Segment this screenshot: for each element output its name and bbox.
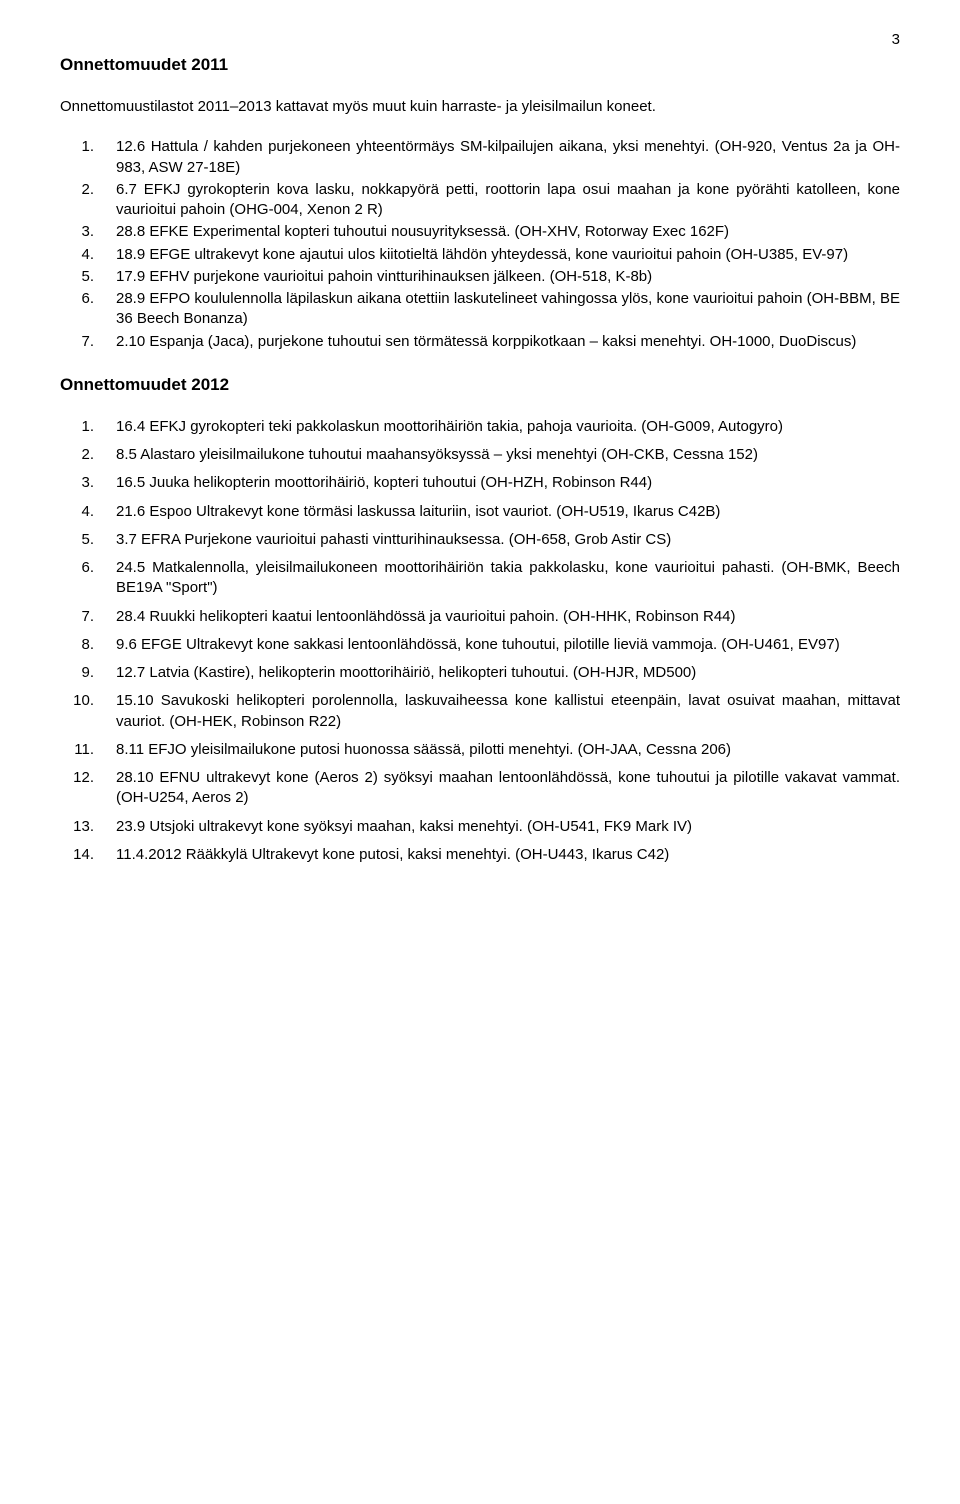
- list-item: 28.10 EFNU ultrakevyt kone (Aeros 2) syö…: [60, 768, 900, 809]
- section2-title: Onnettomuudet 2012: [60, 374, 900, 397]
- list-item: 16.5 Juuka helikopterin moottorihäiriö, …: [60, 473, 900, 493]
- list-item: 17.9 EFHV purjekone vaurioitui pahoin vi…: [60, 267, 900, 287]
- list-item: 6.7 EFKJ gyrokopterin kova lasku, nokkap…: [60, 180, 900, 221]
- list-item: 16.4 EFKJ gyrokopteri teki pakkolaskun m…: [60, 417, 900, 437]
- section2-list: 16.4 EFKJ gyrokopteri teki pakkolaskun m…: [60, 417, 900, 865]
- page-number: 3: [60, 30, 900, 50]
- section1-intro: Onnettomuustilastot 2011–2013 kattavat m…: [60, 97, 900, 117]
- list-item: 21.6 Espoo Ultrakevyt kone törmäsi lasku…: [60, 502, 900, 522]
- list-item: 12.7 Latvia (Kastire), helikopterin moot…: [60, 663, 900, 683]
- list-item: 28.8 EFKE Experimental kopteri tuhoutui …: [60, 222, 900, 242]
- list-item: 12.6 Hattula / kahden purjekoneen yhteen…: [60, 137, 900, 178]
- list-item: 18.9 EFGE ultrakevyt kone ajautui ulos k…: [60, 245, 900, 265]
- list-item: 28.9 EFPO koululennolla läpilaskun aikan…: [60, 289, 900, 330]
- list-item: 15.10 Savukoski helikopteri porolennolla…: [60, 691, 900, 732]
- list-item: 3.7 EFRA Purjekone vaurioitui pahasti vi…: [60, 530, 900, 550]
- list-item: 9.6 EFGE Ultrakevyt kone sakkasi lentoon…: [60, 635, 900, 655]
- list-item: 23.9 Utsjoki ultrakevyt kone syöksyi maa…: [60, 817, 900, 837]
- list-item: 11.4.2012 Rääkkylä Ultrakevyt kone putos…: [60, 845, 900, 865]
- list-item: 2.10 Espanja (Jaca), purjekone tuhoutui …: [60, 332, 900, 352]
- section1-list: 12.6 Hattula / kahden purjekoneen yhteen…: [60, 137, 900, 352]
- list-item: 8.11 EFJO yleisilmailukone putosi huonos…: [60, 740, 900, 760]
- list-item: 24.5 Matkalennolla, yleisilmailukoneen m…: [60, 558, 900, 599]
- section1-title: Onnettomuudet 2011: [60, 54, 900, 77]
- document-page: 3 Onnettomuudet 2011 Onnettomuustilastot…: [0, 0, 960, 925]
- list-item: 28.4 Ruukki helikopteri kaatui lentoonlä…: [60, 607, 900, 627]
- list-item: 8.5 Alastaro yleisilmailukone tuhoutui m…: [60, 445, 900, 465]
